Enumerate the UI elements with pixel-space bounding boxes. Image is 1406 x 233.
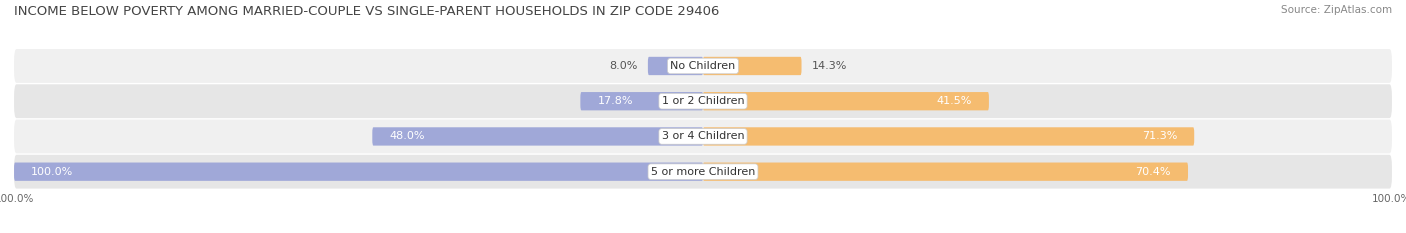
Text: 5 or more Children: 5 or more Children [651, 167, 755, 177]
FancyBboxPatch shape [703, 163, 1188, 181]
FancyBboxPatch shape [14, 120, 1392, 153]
FancyBboxPatch shape [14, 49, 1392, 83]
Text: 48.0%: 48.0% [389, 131, 425, 141]
Text: 8.0%: 8.0% [609, 61, 637, 71]
FancyBboxPatch shape [703, 92, 988, 110]
FancyBboxPatch shape [14, 163, 703, 181]
Text: 14.3%: 14.3% [811, 61, 848, 71]
Text: 70.4%: 70.4% [1135, 167, 1171, 177]
Text: 1 or 2 Children: 1 or 2 Children [662, 96, 744, 106]
FancyBboxPatch shape [703, 57, 801, 75]
Text: No Children: No Children [671, 61, 735, 71]
FancyBboxPatch shape [703, 127, 1194, 146]
FancyBboxPatch shape [373, 127, 703, 146]
FancyBboxPatch shape [648, 57, 703, 75]
Text: 41.5%: 41.5% [936, 96, 972, 106]
Text: 71.3%: 71.3% [1142, 131, 1177, 141]
Text: 17.8%: 17.8% [598, 96, 633, 106]
FancyBboxPatch shape [581, 92, 703, 110]
FancyBboxPatch shape [14, 155, 1392, 188]
Text: 100.0%: 100.0% [31, 167, 73, 177]
Text: 3 or 4 Children: 3 or 4 Children [662, 131, 744, 141]
FancyBboxPatch shape [14, 84, 1392, 118]
Text: Source: ZipAtlas.com: Source: ZipAtlas.com [1281, 5, 1392, 15]
Text: INCOME BELOW POVERTY AMONG MARRIED-COUPLE VS SINGLE-PARENT HOUSEHOLDS IN ZIP COD: INCOME BELOW POVERTY AMONG MARRIED-COUPL… [14, 5, 720, 18]
